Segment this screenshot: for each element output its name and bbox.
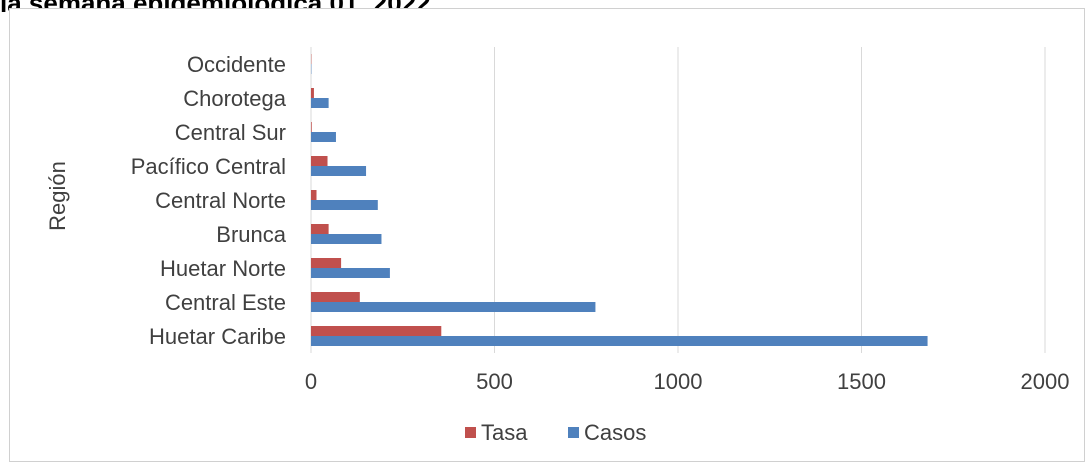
legend-label-tasa: Tasa [481, 420, 528, 445]
x-tick-label: 500 [476, 369, 513, 394]
chart-frame: Occidente Chorotega Central Sur Pacífico Ce… [9, 8, 1085, 462]
x-axis-ticks: 0 500 1000 1500 2000 [305, 369, 1070, 394]
bar-chart: Occidente Chorotega Central Sur Pacífico Ce… [45, 47, 1070, 445]
x-tick-label: 1000 [654, 369, 703, 394]
bars [311, 54, 928, 346]
y-tick-label: Chorotega [183, 86, 287, 111]
bar-tasa-chorotega [311, 88, 314, 98]
y-tick-label: Central Sur [175, 120, 286, 145]
bar-casos-chorotega [311, 98, 329, 108]
y-tick-label: Central Este [165, 290, 286, 315]
bar-casos-huetar-norte [311, 268, 390, 278]
y-tick-label: Central Norte [155, 188, 286, 213]
bar-casos-central-este [311, 302, 596, 312]
bar-tasa-central-norte [311, 190, 317, 200]
legend-label-casos: Casos [584, 420, 646, 445]
bar-casos-brunca [311, 234, 382, 244]
legend-swatch-tasa [465, 427, 476, 438]
bar-tasa-huetar-norte [311, 258, 342, 268]
y-tick-label: Occidente [187, 52, 286, 77]
x-tick-label: 2000 [1021, 369, 1070, 394]
legend-swatch-casos [568, 427, 579, 438]
x-tick-label: 1500 [837, 369, 886, 394]
legend: Tasa Casos [465, 420, 646, 445]
y-tick-label: Brunca [216, 222, 286, 247]
bar-tasa-brunca [311, 224, 329, 234]
y-tick-label: Pacífico Central [131, 154, 286, 179]
y-tick-label: Huetar Norte [160, 256, 286, 281]
bar-tasa-huetar-caribe [311, 326, 442, 336]
bar-casos-pacifico-central [311, 166, 367, 176]
x-tick-label: 0 [305, 369, 317, 394]
bar-casos-central-norte [311, 200, 378, 210]
y-tick-label: Huetar Caribe [149, 324, 286, 349]
y-axis-ticks: Occidente Chorotega Central Sur Pacífico Ce… [131, 52, 287, 349]
bar-tasa-central-este [311, 292, 360, 302]
bar-tasa-central-sur [311, 122, 312, 132]
bar-casos-central-sur [311, 132, 336, 142]
bar-casos-huetar-caribe [311, 336, 928, 346]
bar-tasa-pacifico-central [311, 156, 328, 166]
y-axis-title: Región [45, 161, 70, 231]
